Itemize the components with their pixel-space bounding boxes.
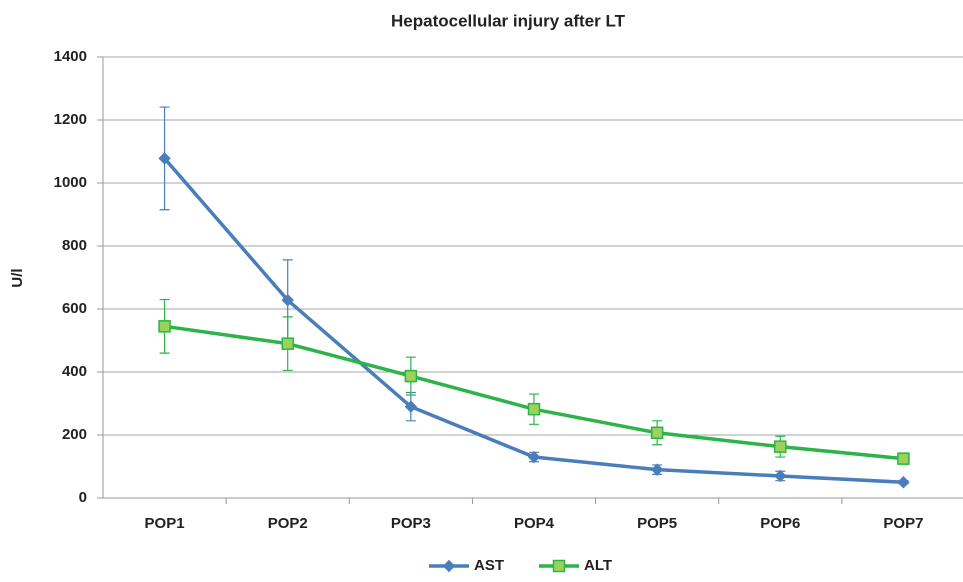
- data-point: [650, 426, 664, 440]
- y-tick-label: 1200: [54, 111, 87, 128]
- x-tick-label: POP4: [514, 515, 555, 532]
- x-tick-label: POP1: [145, 515, 185, 532]
- data-point: [404, 369, 418, 383]
- data-point: [158, 152, 171, 165]
- legend-marker: [552, 559, 566, 573]
- chart-title: Hepatocellular injury after LT: [391, 11, 626, 30]
- y-tick-label: 400: [62, 363, 87, 380]
- series-line: [164, 324, 904, 461]
- x-tick-label: POP3: [391, 515, 431, 532]
- y-axis-label: U/l: [9, 268, 26, 287]
- data-point: [897, 452, 910, 465]
- y-tick-label: 0: [79, 489, 87, 506]
- y-tick-label: 200: [62, 426, 87, 443]
- data-point: [897, 476, 910, 489]
- data-point: [404, 400, 418, 413]
- y-tick-label: 800: [62, 237, 87, 254]
- data-point: [774, 469, 787, 483]
- data-point: [774, 440, 787, 453]
- data-point: [527, 402, 541, 416]
- x-tick-label: POP2: [268, 515, 308, 532]
- legend-label: ALT: [584, 557, 612, 574]
- x-tick-label: POP7: [883, 515, 923, 532]
- data-point: [281, 293, 294, 307]
- data-point: [650, 463, 664, 476]
- x-tick-label: POP5: [637, 515, 677, 532]
- data-point: [158, 320, 171, 333]
- data-point: [527, 450, 541, 464]
- series-line: [163, 157, 904, 484]
- y-tick-label: 1400: [54, 48, 87, 65]
- y-tick-label: 600: [62, 300, 87, 317]
- y-tick-label: 1000: [54, 174, 87, 191]
- data-point: [281, 337, 294, 350]
- legend-label: AST: [474, 557, 504, 574]
- legend-marker: [442, 559, 456, 573]
- x-tick-label: POP6: [760, 515, 800, 532]
